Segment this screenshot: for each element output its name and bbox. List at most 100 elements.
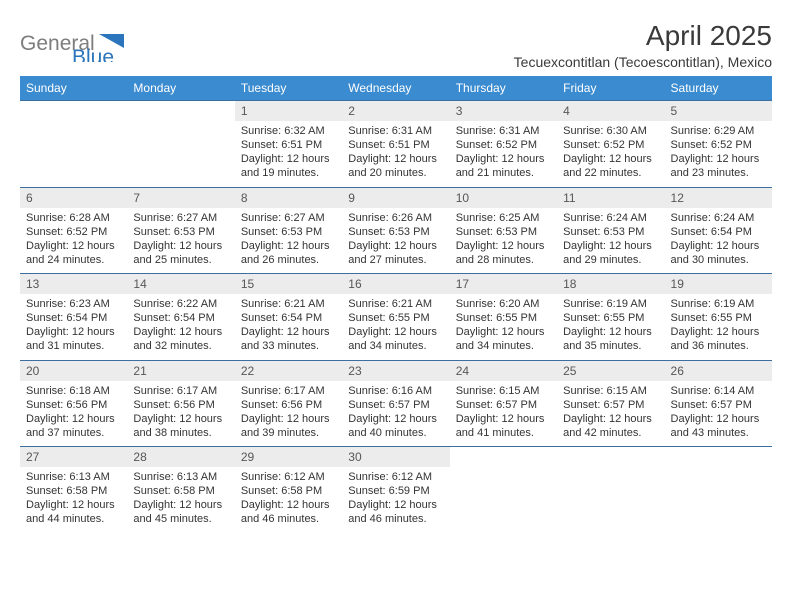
daylight-label: Daylight: [456, 240, 499, 252]
day-header: Thursday [450, 76, 557, 101]
header: General Blue April 2025 Tecuexcontitlan … [20, 20, 772, 70]
daylight-label: Daylight: [241, 413, 284, 425]
sunrise-label: Sunrise: [456, 298, 496, 310]
day-content-cell: Sunrise: 6:16 AMSunset: 6:57 PMDaylight:… [342, 381, 449, 447]
sunset-value: 6:55 PM [496, 312, 537, 324]
sunset-value: 6:57 PM [603, 399, 644, 411]
day-number-cell: 19 [665, 274, 772, 295]
sunrise-label: Sunrise: [26, 298, 66, 310]
sunrise-value: 6:12 AM [284, 471, 324, 483]
daylight-label: Daylight: [456, 326, 499, 338]
sunrise-label: Sunrise: [348, 212, 388, 224]
week-daynum-row: 20212223242526 [20, 360, 772, 381]
daylight-label: Daylight: [133, 240, 176, 252]
day-content-cell: Sunrise: 6:22 AMSunset: 6:54 PMDaylight:… [127, 294, 234, 360]
sunset-label: Sunset: [456, 226, 493, 238]
day-content-cell: Sunrise: 6:24 AMSunset: 6:54 PMDaylight:… [665, 208, 772, 274]
sunrise-value: 6:15 AM [499, 385, 539, 397]
day-number-cell [20, 101, 127, 122]
daylight-label: Daylight: [26, 499, 69, 511]
day-number-cell: 28 [127, 447, 234, 468]
sunset-label: Sunset: [348, 485, 385, 497]
day-number-cell: 11 [557, 187, 664, 208]
sunset-value: 6:53 PM [603, 226, 644, 238]
sunrise-label: Sunrise: [671, 385, 711, 397]
daylight-label: Daylight: [241, 153, 284, 165]
day-header: Friday [557, 76, 664, 101]
sunset-label: Sunset: [26, 226, 63, 238]
day-number-cell: 13 [20, 274, 127, 295]
day-number-cell: 2 [342, 101, 449, 122]
daylight-label: Daylight: [671, 240, 714, 252]
day-content-cell: Sunrise: 6:32 AMSunset: 6:51 PMDaylight:… [235, 121, 342, 187]
sunrise-label: Sunrise: [26, 471, 66, 483]
daylight-label: Daylight: [348, 326, 391, 338]
daylight-label: Daylight: [348, 153, 391, 165]
day-number-cell: 26 [665, 360, 772, 381]
sunrise-label: Sunrise: [241, 212, 281, 224]
sunset-label: Sunset: [241, 226, 278, 238]
day-content-cell: Sunrise: 6:14 AMSunset: 6:57 PMDaylight:… [665, 381, 772, 447]
sunrise-label: Sunrise: [348, 471, 388, 483]
day-number-cell: 29 [235, 447, 342, 468]
daylight-label: Daylight: [563, 326, 606, 338]
week-daynum-row: 6789101112 [20, 187, 772, 208]
day-number-cell: 24 [450, 360, 557, 381]
day-header: Wednesday [342, 76, 449, 101]
day-number-cell: 7 [127, 187, 234, 208]
sunset-value: 6:56 PM [174, 399, 215, 411]
day-content-cell: Sunrise: 6:27 AMSunset: 6:53 PMDaylight:… [235, 208, 342, 274]
sunrise-value: 6:29 AM [714, 125, 754, 137]
sunset-label: Sunset: [348, 312, 385, 324]
day-number-cell: 15 [235, 274, 342, 295]
sunset-value: 6:55 PM [711, 312, 752, 324]
day-number-cell: 5 [665, 101, 772, 122]
title-block: April 2025 Tecuexcontitlan (Tecoescontit… [514, 20, 772, 70]
day-number-cell: 10 [450, 187, 557, 208]
sunset-label: Sunset: [241, 312, 278, 324]
sunset-label: Sunset: [456, 139, 493, 151]
sunset-label: Sunset: [671, 139, 708, 151]
week-content-row: Sunrise: 6:28 AMSunset: 6:52 PMDaylight:… [20, 208, 772, 274]
sunrise-label: Sunrise: [456, 385, 496, 397]
daylight-label: Daylight: [456, 413, 499, 425]
sunset-label: Sunset: [26, 399, 63, 411]
sunrise-label: Sunrise: [671, 125, 711, 137]
daylight-label: Daylight: [348, 499, 391, 511]
day-content-cell: Sunrise: 6:27 AMSunset: 6:53 PMDaylight:… [127, 208, 234, 274]
daylight-label: Daylight: [133, 413, 176, 425]
sunrise-label: Sunrise: [241, 471, 281, 483]
day-content-cell [20, 121, 127, 187]
daylight-label: Daylight: [133, 499, 176, 511]
sunset-label: Sunset: [563, 399, 600, 411]
sunset-value: 6:54 PM [66, 312, 107, 324]
sunrise-label: Sunrise: [133, 471, 173, 483]
day-number-cell: 27 [20, 447, 127, 468]
sunset-label: Sunset: [563, 226, 600, 238]
day-number-cell: 16 [342, 274, 449, 295]
day-number-cell: 17 [450, 274, 557, 295]
day-number-cell: 12 [665, 187, 772, 208]
sunset-value: 6:57 PM [389, 399, 430, 411]
page-title: April 2025 [514, 20, 772, 52]
sunset-value: 6:54 PM [281, 312, 322, 324]
sunrise-label: Sunrise: [241, 125, 281, 137]
daylight-label: Daylight: [671, 326, 714, 338]
sunrise-value: 6:13 AM [69, 471, 109, 483]
sunset-value: 6:53 PM [174, 226, 215, 238]
sunrise-value: 6:25 AM [499, 212, 539, 224]
day-number-cell: 30 [342, 447, 449, 468]
sunrise-value: 6:24 AM [714, 212, 754, 224]
sunrise-value: 6:20 AM [499, 298, 539, 310]
sunrise-value: 6:26 AM [392, 212, 432, 224]
sunrise-label: Sunrise: [563, 298, 603, 310]
sunset-label: Sunset: [348, 139, 385, 151]
sunset-label: Sunset: [671, 312, 708, 324]
sunset-label: Sunset: [563, 312, 600, 324]
day-content-cell: Sunrise: 6:13 AMSunset: 6:58 PMDaylight:… [20, 467, 127, 533]
sunset-value: 6:52 PM [66, 226, 107, 238]
sunset-label: Sunset: [133, 399, 170, 411]
week-content-row: Sunrise: 6:32 AMSunset: 6:51 PMDaylight:… [20, 121, 772, 187]
day-number-cell: 9 [342, 187, 449, 208]
sunset-label: Sunset: [456, 312, 493, 324]
